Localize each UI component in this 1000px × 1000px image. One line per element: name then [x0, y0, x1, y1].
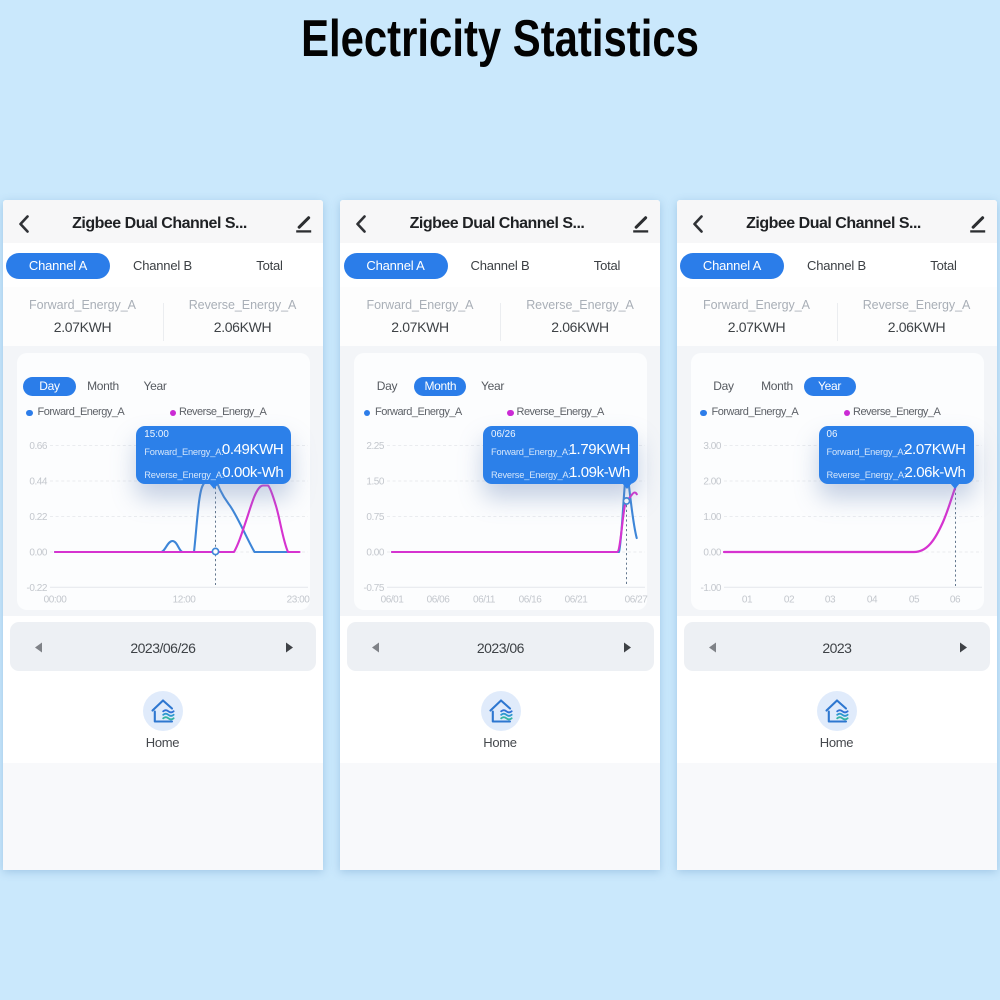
svg-text:06/27: 06/27: [625, 595, 649, 606]
svg-text:0.22: 0.22: [29, 512, 48, 523]
svg-text:06/21: 06/21: [565, 595, 589, 606]
svg-text:0.44: 0.44: [29, 477, 48, 488]
svg-text:04: 04: [866, 595, 877, 606]
svg-text:02: 02: [783, 595, 794, 606]
svg-text:0.75: 0.75: [366, 512, 385, 523]
svg-text:05: 05: [908, 595, 919, 606]
svg-text:23:00: 23:00: [286, 595, 310, 606]
svg-text:3.00: 3.00: [703, 441, 722, 452]
svg-text:1.50: 1.50: [366, 477, 385, 488]
svg-text:06/16: 06/16: [519, 595, 543, 606]
svg-text:06/01: 06/01: [381, 595, 405, 606]
svg-text:0.00: 0.00: [366, 548, 385, 559]
svg-text:-0.75: -0.75: [363, 583, 384, 594]
svg-text:06: 06: [949, 595, 960, 606]
svg-text:-1.00: -1.00: [700, 583, 721, 594]
svg-text:0.00: 0.00: [703, 548, 722, 559]
svg-text:2.00: 2.00: [703, 477, 722, 488]
svg-text:12:00: 12:00: [172, 595, 196, 606]
svg-text:06/06: 06/06: [427, 595, 451, 606]
svg-text:06/11: 06/11: [473, 595, 496, 606]
svg-text:0.00: 0.00: [29, 548, 48, 559]
svg-text:01: 01: [741, 595, 752, 606]
svg-text:03: 03: [824, 595, 835, 606]
svg-text:2.25: 2.25: [366, 441, 385, 452]
svg-text:00:00: 00:00: [43, 595, 67, 606]
svg-text:0.66: 0.66: [29, 441, 48, 452]
svg-text:1.00: 1.00: [703, 512, 722, 523]
svg-text:-0.22: -0.22: [26, 583, 47, 594]
